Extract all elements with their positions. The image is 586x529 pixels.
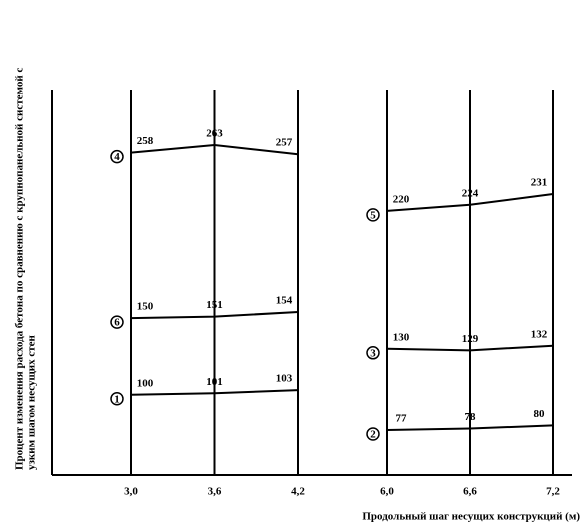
x-tick-label: 3,6: [208, 486, 222, 498]
value-label: 80: [534, 408, 546, 420]
x-tick-label: 3,0: [124, 486, 138, 498]
series-line: [130, 389, 299, 396]
series-line: [130, 143, 299, 156]
value-label: 220: [393, 193, 410, 205]
x-tick-label: 6,0: [380, 486, 394, 498]
legend-label: 2: [370, 429, 376, 441]
legend-marker: [110, 392, 124, 406]
value-label: 258: [137, 135, 154, 147]
value-label: 78: [465, 411, 477, 423]
series-line: [130, 311, 299, 320]
x-tick-label: 7,2: [546, 486, 560, 498]
value-label: 103: [276, 373, 293, 385]
value-label: 130: [393, 331, 410, 343]
value-label: 231: [531, 177, 548, 189]
x-tick-label: 6,6: [463, 486, 477, 498]
value-label: 129: [462, 333, 479, 345]
series-line: [386, 344, 554, 352]
legend-marker: [366, 208, 380, 222]
value-label: 77: [396, 413, 408, 425]
legend-marker: [110, 315, 124, 329]
value-label: 154: [276, 295, 293, 307]
value-label: 257: [276, 137, 293, 149]
value-label: 263: [206, 128, 223, 140]
y-axis-label: Процент изменения расхода бетона по срав…: [14, 68, 26, 470]
value-label: 101: [206, 376, 223, 388]
value-label: 224: [462, 187, 479, 199]
legend-marker: [110, 149, 124, 164]
legend-label: 4: [114, 151, 120, 163]
legend-marker: [366, 346, 380, 360]
legend-label: 5: [370, 209, 376, 221]
value-label: 132: [531, 328, 548, 340]
value-label: 150: [137, 301, 154, 313]
value-label: 100: [137, 377, 154, 389]
series-line: [386, 193, 554, 212]
legend-label: 6: [114, 317, 120, 329]
legend-label: 3: [370, 347, 376, 359]
x-tick-label: 4,2: [291, 486, 305, 498]
legend-label: 1: [114, 393, 120, 405]
series-line: [386, 424, 554, 431]
x-axis-label: Продольный шаг несущих конструкций (м): [362, 511, 580, 523]
legend-marker: [366, 427, 380, 441]
value-label: 151: [206, 299, 223, 311]
y-axis-label: узким шагом несущих стен: [26, 334, 38, 470]
